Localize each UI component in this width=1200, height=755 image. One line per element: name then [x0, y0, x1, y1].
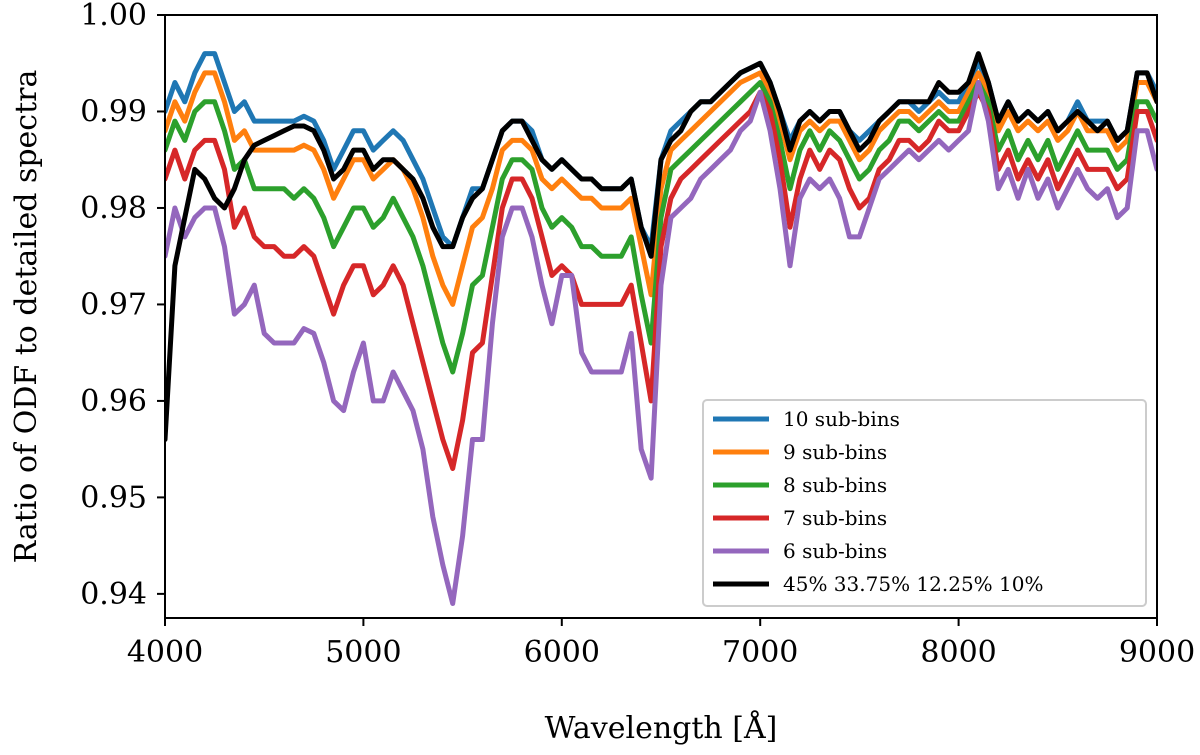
- x-tick-label: 5000: [325, 635, 401, 670]
- x-tick-label: 6000: [524, 635, 600, 670]
- legend-box: [702, 399, 1147, 607]
- plot-area: [165, 51, 1157, 606]
- legend-label: 6 sub-bins: [783, 539, 887, 563]
- series-line-6-sub-bins: [165, 80, 1157, 606]
- x-tick-label: 9000: [1119, 635, 1195, 670]
- y-tick-label: 1.00: [80, 0, 147, 33]
- y-axis-ticks: 0.94 0.95 0.96 0.97 0.98 0.99 1.00: [80, 0, 165, 612]
- x-axis-ticks: 4000 5000 6000 7000 8000 9000: [127, 618, 1195, 670]
- y-tick-label: 0.94: [80, 577, 147, 612]
- legend: 10 sub-bins 9 sub-bins 8 sub-bins 7 sub-bin…: [702, 399, 1147, 607]
- axes-frame: [164, 14, 1158, 619]
- y-tick-label: 0.96: [80, 384, 147, 419]
- x-tick-label: 7000: [722, 635, 798, 670]
- x-tick-label: 8000: [920, 635, 996, 670]
- legend-label: 9 sub-bins: [783, 440, 887, 464]
- y-tick-label: 0.98: [80, 191, 147, 226]
- y-axis-label: Ratio of ODF to detailed spectra: [9, 70, 44, 564]
- series-line-45-33-75-12-25-10: [165, 51, 1157, 442]
- legend-label: 7 sub-bins: [783, 506, 887, 530]
- legend-label: 10 sub-bins: [783, 407, 900, 431]
- y-tick-label: 0.99: [80, 94, 147, 129]
- x-axis-label: Wavelength [Å]: [545, 710, 778, 746]
- y-tick-label: 0.97: [80, 287, 147, 322]
- y-tick-label: 0.95: [80, 480, 147, 515]
- x-tick-label: 4000: [127, 635, 203, 670]
- legend-label: 45% 33.75% 12.25% 10%: [783, 572, 1044, 596]
- legend-label: 8 sub-bins: [783, 473, 887, 497]
